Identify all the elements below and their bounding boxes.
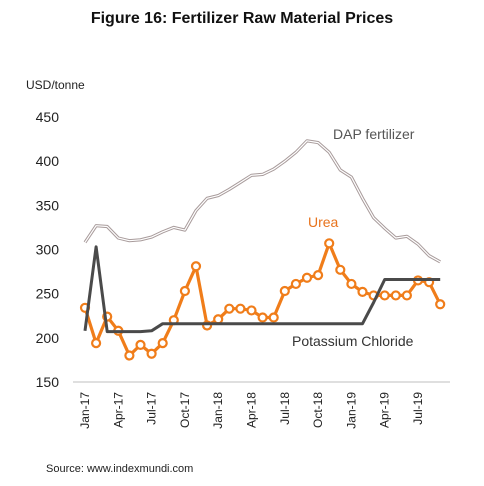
x-tick-label: Jan-17 — [78, 392, 92, 429]
urea-data-point — [213, 314, 224, 325]
urea-data-point — [401, 290, 412, 301]
x-tick-label: Apr-18 — [245, 392, 259, 428]
urea-data-point — [157, 338, 168, 349]
series-potassium-chloride — [83, 245, 441, 334]
x-tick-label: Oct-17 — [178, 392, 192, 428]
series-line — [83, 245, 441, 334]
urea-data-point — [379, 290, 390, 301]
urea-data-point — [324, 238, 335, 249]
urea-data-point — [313, 270, 324, 281]
series-label-urea: Urea — [308, 214, 339, 230]
urea-data-point — [146, 348, 157, 359]
urea-data-point — [335, 264, 346, 275]
urea-data-point — [190, 261, 202, 272]
urea-data-point — [135, 339, 146, 350]
y-axis-unit-label: USD/tonne — [26, 78, 85, 92]
y-tick-label: 150 — [36, 374, 60, 390]
x-tick-label: Jul-18 — [278, 392, 292, 425]
series-labels: DAP fertilizer Urea Potassium Chloride — [292, 126, 415, 349]
x-tick-label: Apr-19 — [378, 392, 392, 428]
chart-title: Figure 16: Fertilizer Raw Material Price… — [90, 10, 394, 27]
urea-data-point — [179, 285, 190, 297]
x-tick-label: Oct-18 — [311, 392, 325, 428]
x-tick-label: Apr-17 — [111, 392, 125, 428]
source-note: Source: www.indexmundi.com — [46, 463, 194, 475]
x-tick-label: Jul-17 — [145, 392, 159, 425]
urea-data-point — [246, 305, 257, 316]
urea-data-point — [124, 350, 135, 361]
y-tick-label: 200 — [36, 330, 60, 346]
urea-data-point — [290, 278, 301, 290]
urea-data-point — [435, 299, 446, 310]
series-label-potassium-chloride: Potassium Chloride — [292, 333, 414, 349]
x-tick-label: Jan-19 — [344, 392, 358, 429]
series-dap-fertilizer — [83, 139, 441, 264]
series-line-outline — [83, 139, 441, 264]
urea-data-point — [224, 303, 235, 314]
urea-data-point — [235, 303, 246, 314]
x-tick-label: Jul-19 — [411, 392, 425, 425]
urea-data-point — [346, 278, 357, 290]
urea-data-point — [279, 285, 290, 297]
series-lines — [79, 139, 446, 361]
y-tick-label: 350 — [36, 197, 60, 213]
urea-data-point — [90, 338, 102, 349]
urea-data-point — [268, 312, 279, 323]
series-label-dap-fertilizer: DAP fertilizer — [333, 126, 415, 142]
y-tick-label: 300 — [36, 242, 60, 258]
x-tick-label: Jan-18 — [211, 392, 225, 429]
y-tick-label: 250 — [36, 286, 60, 302]
urea-data-point — [257, 312, 268, 323]
y-axis-ticks: 150 200 250 300 350 400 450 — [36, 109, 60, 390]
urea-data-point — [357, 286, 368, 297]
urea-data-point — [301, 272, 313, 283]
x-axis: Jan-17 Apr-17 Jul-17 Oct-17 Jan-18 Apr-18 Jul-… — [73, 381, 450, 429]
y-tick-label: 400 — [36, 153, 60, 169]
y-tick-label: 450 — [36, 109, 60, 125]
series-line-inner — [84, 140, 441, 263]
urea-data-point — [390, 290, 401, 301]
